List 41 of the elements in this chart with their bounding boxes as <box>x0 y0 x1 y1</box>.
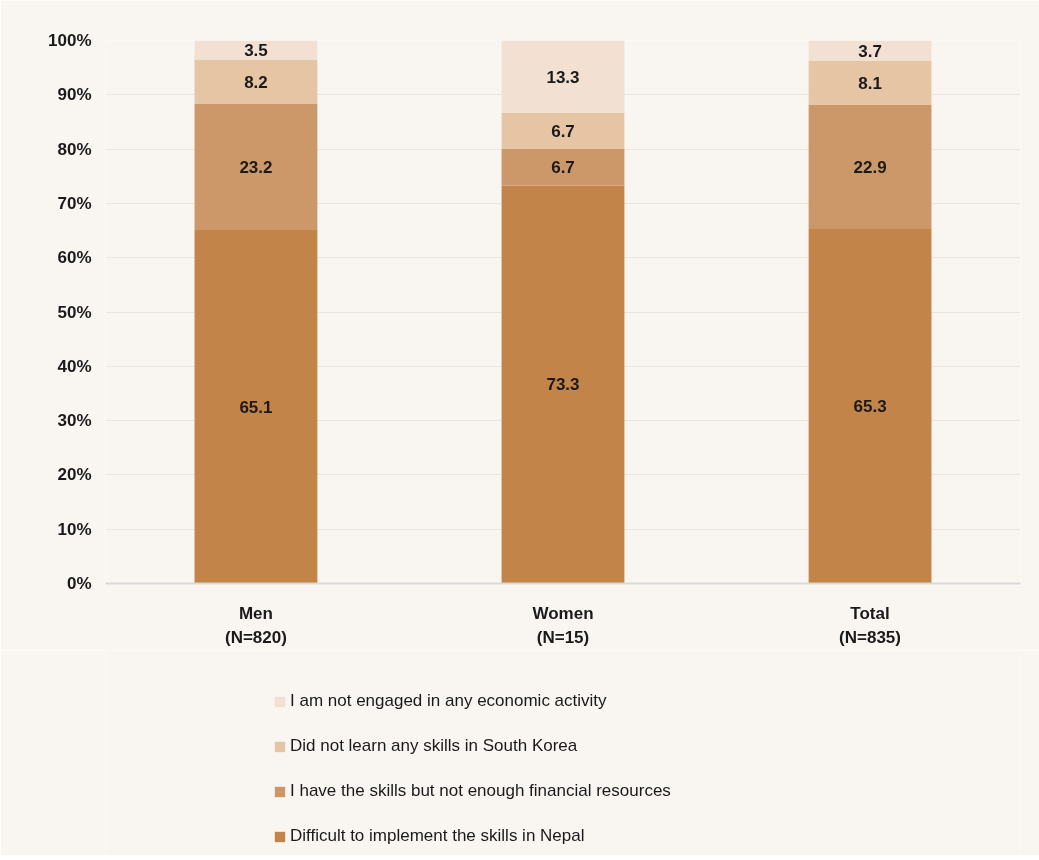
y-tick-label: 0% <box>66 574 92 593</box>
y-tick-label: 10% <box>57 519 92 539</box>
y-tick-label: 50% <box>57 302 92 322</box>
data-label: 23.2 <box>239 158 273 178</box>
y-tick-label: 70% <box>57 193 92 213</box>
y-tick-label: 60% <box>57 248 92 268</box>
bar <box>808 104 932 229</box>
bar <box>194 59 318 105</box>
bar <box>808 60 932 105</box>
bar <box>194 40 318 60</box>
data-label: 22.9 <box>853 157 887 177</box>
data-label: 8.2 <box>244 72 268 92</box>
x-tick-label: Total (N=835) <box>839 603 901 648</box>
data-label: 3.5 <box>244 41 268 60</box>
y-tick-label: 20% <box>57 465 92 485</box>
bar <box>194 230 318 584</box>
legend-label: Did not learn any skills in South Korea <box>290 736 578 756</box>
x-tick-label: Women (N=15) <box>532 603 594 648</box>
data-label: 73.3 <box>546 375 580 395</box>
legend-label: Difficult to implement the skills in Nepal <box>290 826 585 846</box>
y-tick-label: 90% <box>57 85 92 105</box>
bar <box>808 228 932 584</box>
bar <box>194 104 318 231</box>
data-label: 6.7 <box>551 158 575 178</box>
bar <box>501 149 625 186</box>
bar <box>501 185 625 584</box>
data-label: 6.7 <box>551 121 575 141</box>
data-label: 65.3 <box>853 397 887 417</box>
y-tick-label: 40% <box>57 356 92 376</box>
data-label: 65.1 <box>239 397 273 417</box>
y-tick-label: 100% <box>48 31 92 50</box>
y-tick-label: 30% <box>57 411 92 431</box>
x-tick-label: Men (N=820) <box>225 603 287 648</box>
legend-label: I am not engaged in any economic activity <box>290 691 607 711</box>
legend-label: I have the skills but not enough financial resources <box>290 781 671 801</box>
data-label: 8.1 <box>858 73 882 93</box>
data-label: 3.7 <box>858 41 882 61</box>
bar <box>808 40 932 61</box>
data-label: 13.3 <box>546 67 580 87</box>
bar <box>501 112 625 150</box>
y-tick-label: 80% <box>57 139 92 159</box>
